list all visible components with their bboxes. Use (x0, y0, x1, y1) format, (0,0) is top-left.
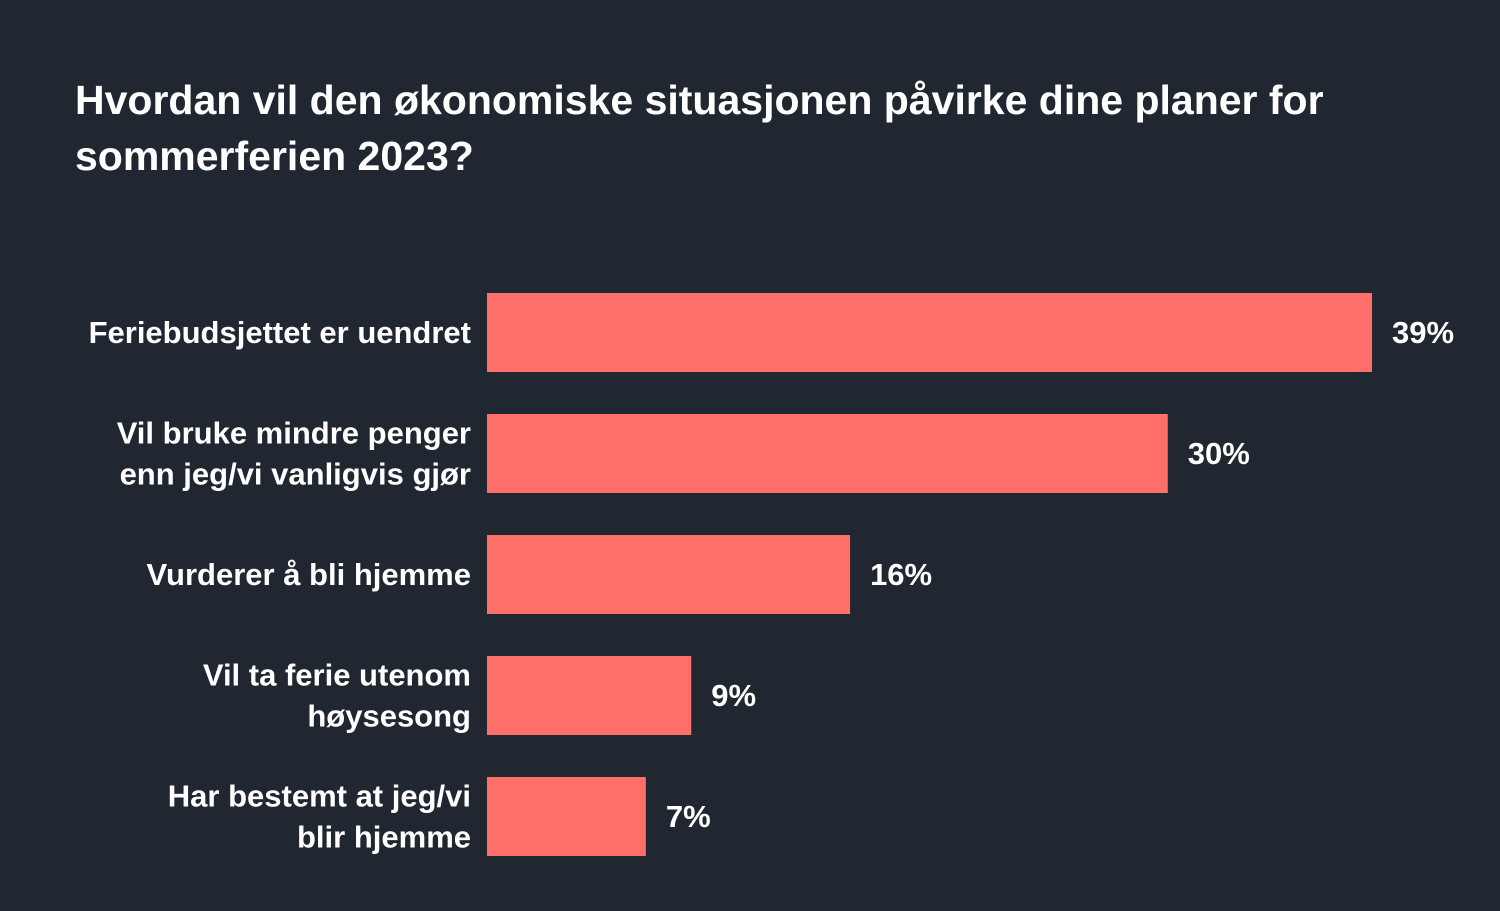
category-label-line: Feriebudsjettet er uendret (89, 315, 471, 350)
bar-4 (487, 656, 692, 735)
category-label-line: Vurderer å bli hjemme (147, 557, 471, 592)
category-label-3: Vurderer å bli hjemme (147, 557, 471, 592)
category-label-line: Har bestemt at jeg/vi (168, 779, 471, 814)
category-label-line: høysesong (307, 699, 471, 734)
chart-title: Hvordan vil den økonomiske situasjonen p… (75, 77, 1324, 179)
bar-1 (487, 293, 1372, 372)
bar-3 (487, 535, 851, 614)
bar-2 (487, 414, 1168, 493)
category-label-line: enn jeg/vi vanligvis gjør (120, 457, 471, 492)
category-label-line: Vil bruke mindre penger (117, 416, 471, 451)
category-label-1: Feriebudsjettet er uendret (89, 315, 471, 350)
value-label-1: 39% (1392, 315, 1454, 350)
value-label-3: 16% (870, 557, 932, 592)
category-label-2: Vil bruke mindre penger enn jeg/vi vanlig… (117, 416, 471, 492)
value-label-2: 30% (1188, 436, 1250, 471)
value-label-4: 9% (711, 678, 756, 713)
value-label-5: 7% (666, 799, 711, 834)
category-label-line: Vil ta ferie utenom (203, 658, 471, 693)
category-label-4: Vil ta ferie utenom høysesong (203, 658, 471, 734)
category-label-5: Har bestemt at jeg/vi blir hjemme (168, 779, 471, 855)
bar-5 (487, 777, 646, 856)
category-label-line: blir hjemme (297, 820, 471, 855)
